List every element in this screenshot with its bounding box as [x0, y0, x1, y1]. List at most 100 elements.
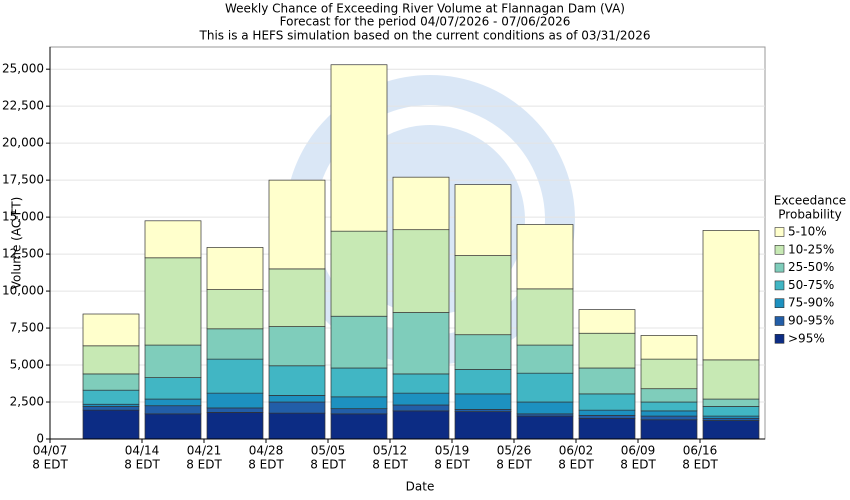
y-tick-label: 15,000 — [2, 210, 44, 224]
bar-segment — [268, 365, 326, 396]
x-tick-label: 06/09 — [621, 444, 656, 458]
legend-swatch — [774, 316, 785, 326]
x-tick-time: 8 EDT — [620, 458, 656, 472]
bar-segment — [268, 326, 326, 367]
bar-segment — [640, 415, 698, 421]
bar-segment — [516, 344, 574, 374]
x-tick-label: 04/28 — [249, 444, 284, 458]
legend-swatch — [774, 280, 785, 291]
bar-segment — [144, 398, 202, 407]
bar-segment — [268, 179, 326, 270]
bar-segment — [640, 401, 698, 412]
x-tick-time: 8 EDT — [32, 458, 68, 472]
bar-segment — [516, 401, 574, 415]
legend-label: 10-25% — [788, 242, 834, 256]
legend-label: 50-75% — [788, 278, 834, 292]
bar-segment — [516, 415, 574, 440]
x-tick-time: 8 EDT — [372, 458, 408, 472]
legend-swatch — [774, 245, 785, 255]
bar-segment — [454, 393, 512, 410]
y-tick-label: 17,500 — [2, 173, 44, 187]
bar-segment — [268, 401, 326, 414]
bar-segment — [702, 230, 760, 361]
x-tick-label: 04/21 — [187, 444, 222, 458]
y-tick-label: 25,000 — [2, 62, 44, 76]
bar-segment — [144, 405, 202, 415]
legend-label: 75-90% — [788, 296, 834, 310]
x-tick-label: 04/07 — [33, 444, 68, 458]
bar-segment — [640, 335, 698, 360]
y-tick-label: 10,000 — [2, 284, 44, 298]
bar-segment — [640, 419, 698, 440]
bar-segment — [392, 404, 450, 412]
x-tick-time: 8 EDT — [310, 458, 346, 472]
chart-title: Weekly Chance of Exceeding River Volume … — [225, 2, 625, 16]
bar-segment — [640, 358, 698, 390]
bar-segment — [330, 396, 388, 410]
x-axis-label: Date — [406, 480, 435, 494]
bar-segment — [82, 389, 140, 405]
bar-segment — [82, 406, 140, 411]
y-tick-label: 0 — [36, 432, 44, 446]
y-axis-label: Volume (AC-FT) — [10, 197, 24, 290]
bar-segment — [268, 268, 326, 327]
bar-segment — [454, 334, 512, 370]
bar-segment — [578, 332, 636, 369]
bar-segment — [206, 328, 264, 360]
bar-segment — [454, 369, 512, 395]
legend-label: >95% — [788, 331, 825, 345]
legend-label: 90-95% — [788, 314, 834, 328]
bar-segment — [206, 392, 264, 409]
y-tick-label: 12,500 — [2, 247, 44, 261]
bar-segment — [454, 184, 512, 256]
bar-segment — [144, 220, 202, 259]
bar-segment — [702, 398, 760, 407]
bar-segment — [206, 412, 264, 440]
y-tick-label: 5,000 — [10, 358, 44, 372]
bar-segment — [578, 414, 636, 419]
y-tick-label: 7,500 — [10, 321, 44, 335]
bar-segment — [392, 312, 450, 375]
bar-segment — [392, 176, 450, 231]
bar-segment — [516, 224, 574, 290]
y-tick-label: 20,000 — [2, 136, 44, 150]
bar-segment — [578, 367, 636, 395]
x-tick-label: 05/26 — [497, 444, 532, 458]
bar-segment — [640, 410, 698, 417]
legend-swatch — [774, 298, 785, 309]
chart-note: This is a HEFS simulation based on the c… — [199, 29, 651, 43]
bar-segment — [144, 377, 202, 400]
bar-segment — [82, 409, 140, 440]
x-tick-label: 05/19 — [435, 444, 470, 458]
legend-swatch — [774, 262, 785, 273]
bar-segment — [144, 413, 202, 440]
legend-title: Exceedance — [774, 194, 846, 208]
legend-swatch — [774, 227, 785, 237]
bar-segment — [330, 230, 388, 317]
bar-segment — [578, 417, 636, 440]
x-tick-time: 8 EDT — [434, 458, 470, 472]
x-tick-label: 05/12 — [373, 444, 408, 458]
bar-segment — [578, 393, 636, 411]
bar-segment — [206, 289, 264, 330]
bar-segment — [82, 345, 140, 375]
x-tick-time: 8 EDT — [682, 458, 718, 472]
x-tick-time: 8 EDT — [496, 458, 532, 472]
bar-segment — [578, 409, 636, 416]
bar-segment — [454, 411, 512, 440]
bar-segment — [206, 247, 264, 290]
bar-segment — [578, 309, 636, 334]
y-tick-label: 22,500 — [2, 99, 44, 113]
x-tick-label: 06/02 — [559, 444, 594, 458]
bar-segment — [702, 359, 760, 400]
bar-segment — [144, 257, 202, 346]
x-tick-time: 8 EDT — [248, 458, 284, 472]
bar-segment — [206, 358, 264, 394]
y-tick-label: 2,500 — [10, 395, 44, 409]
legend-swatch — [774, 333, 785, 344]
bar-segment — [516, 288, 574, 346]
legend-title: Probability — [778, 208, 841, 222]
bar-segment — [330, 367, 388, 398]
bar-segment — [82, 373, 140, 391]
